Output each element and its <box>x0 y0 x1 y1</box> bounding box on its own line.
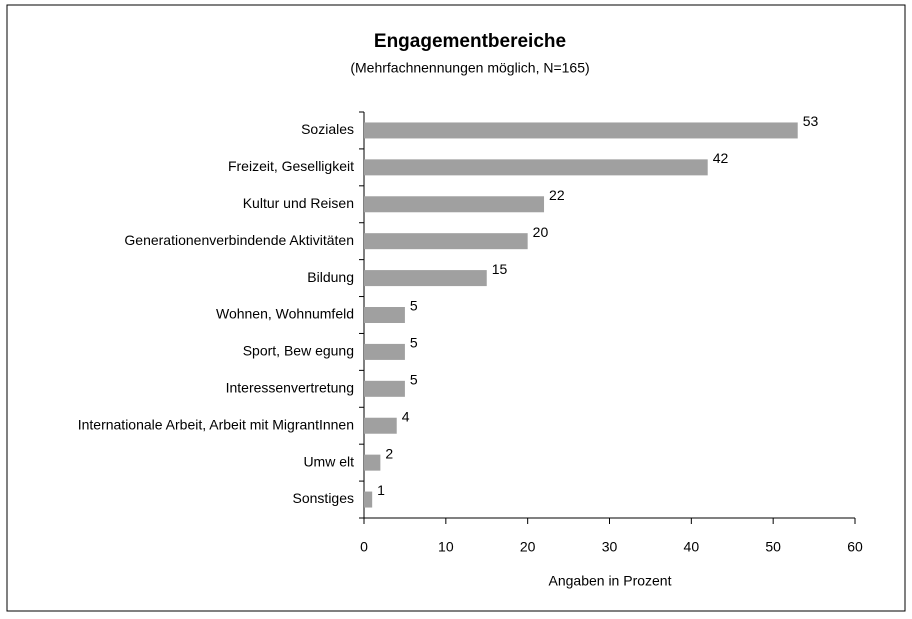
value-label: 53 <box>803 113 819 129</box>
bar <box>364 307 405 323</box>
y-tick-label: Umw elt <box>303 453 354 469</box>
value-label: 2 <box>385 445 393 461</box>
bar <box>364 122 798 139</box>
bar <box>364 491 373 508</box>
y-tick-label: Freizeit, Geselligkeit <box>228 158 354 174</box>
y-tick-label: Interessenvertretung <box>226 380 354 396</box>
x-tick-label: 20 <box>520 539 536 555</box>
bar <box>364 196 545 213</box>
y-tick-label: Sonstiges <box>293 490 354 506</box>
value-label: 5 <box>410 372 418 388</box>
x-tick-label: 60 <box>847 539 863 555</box>
bar <box>364 159 708 176</box>
bar <box>364 417 397 434</box>
y-tick-label: Sport, Bew egung <box>243 343 354 359</box>
chart-title: Engagementbereiche <box>374 31 566 52</box>
value-label: 22 <box>549 187 565 203</box>
x-axis-label: Angaben in Prozent <box>549 573 672 589</box>
bar <box>364 343 405 360</box>
x-tick-label: 0 <box>360 539 368 555</box>
bar <box>364 454 381 471</box>
y-tick-label: Internationale Arbeit, Arbeit mit Migran… <box>78 416 354 432</box>
y-tick-label: Kultur und Reisen <box>243 195 354 211</box>
x-tick-label: 40 <box>684 539 700 555</box>
value-label: 1 <box>377 482 385 498</box>
x-tick-label: 10 <box>438 539 454 555</box>
x-tick-label: 30 <box>602 539 618 555</box>
value-label: 42 <box>713 150 729 166</box>
value-label: 5 <box>410 298 418 314</box>
value-label: 15 <box>492 261 508 277</box>
y-tick-label: Bildung <box>307 269 354 285</box>
chart-subtitle: (Mehrfachnennungen möglich, N=165) <box>350 60 589 76</box>
value-label: 5 <box>410 335 418 351</box>
y-tick-label: Soziales <box>301 121 354 137</box>
bar <box>364 233 528 250</box>
y-tick-label: Generationenverbindende Aktivitäten <box>124 232 354 248</box>
chart-border <box>6 4 906 612</box>
bar <box>364 270 487 287</box>
x-tick-label: 50 <box>765 539 781 555</box>
bar <box>364 380 405 397</box>
value-label: 20 <box>533 224 549 240</box>
value-label: 4 <box>402 408 410 424</box>
y-tick-label: Wohnen, Wohnumfeld <box>216 306 354 322</box>
